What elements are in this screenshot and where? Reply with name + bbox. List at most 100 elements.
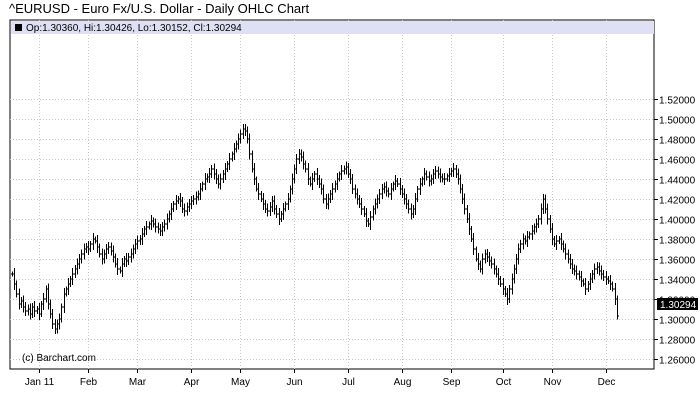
info-bar-text: Op:1.30360, Hi:1.30426, Lo:1.30152, Cl:1… xyxy=(26,23,242,34)
bars-layer xyxy=(11,123,619,335)
info-bar xyxy=(11,21,654,34)
ohlc-bar xyxy=(396,177,399,188)
ohlc-bar xyxy=(555,235,558,250)
ohlc-bar xyxy=(322,184,325,204)
ohlc-bar xyxy=(575,265,578,280)
ohlc-bar xyxy=(127,253,130,265)
x-tick-label: Feb xyxy=(80,377,98,388)
ohlc-bar xyxy=(564,243,567,260)
y-tick-label: 1.46000 xyxy=(659,156,696,167)
ohlc-bar xyxy=(616,295,619,320)
ohlc-bar xyxy=(611,281,614,292)
ohlc-bar xyxy=(98,243,101,258)
ohlc-bar xyxy=(163,219,166,232)
ohlc-bar xyxy=(15,280,18,298)
ohlc-bar xyxy=(257,183,260,200)
ohlc-bar xyxy=(519,239,522,254)
y-tick-label: 1.44000 xyxy=(659,176,696,187)
ohlc-bar xyxy=(107,241,110,255)
ohlc-bar xyxy=(154,218,157,233)
ohlc-bar xyxy=(508,285,511,303)
y-tick-label: 1.40000 xyxy=(659,216,696,227)
ohlc-bar xyxy=(499,276,502,287)
ohlc-bar xyxy=(351,174,354,194)
x-tick-label: Jul xyxy=(342,377,355,388)
ohlc-bar xyxy=(313,171,316,182)
ohlc-bar xyxy=(584,278,587,295)
ohlc-bar xyxy=(369,211,372,230)
ohlc-bar xyxy=(443,173,446,185)
ohlc-bar xyxy=(546,203,549,225)
ohlc-bar xyxy=(60,303,63,323)
ohlc-bar xyxy=(360,198,363,215)
ohlc-bar xyxy=(490,256,493,269)
ohlc-bar xyxy=(425,170,428,181)
y-tick-label: 1.30000 xyxy=(659,316,696,327)
x-tick-label: Apr xyxy=(184,377,200,388)
chart-title: ^EURUSD - Euro Fx/U.S. Dollar - Daily OH… xyxy=(9,1,310,16)
x-axis: Jan 11 Feb Mar Apr May Jun Jul Aug Sep Oct Nov Dec xyxy=(25,369,616,388)
y-tick-label: 1.28000 xyxy=(659,336,696,347)
y-axis: 1.260001.280001.300001.320001.340001.360… xyxy=(654,96,696,367)
ohlc-bar xyxy=(472,233,475,255)
ohlc-bar xyxy=(537,214,540,229)
x-tick-label: Sep xyxy=(443,377,461,388)
ohlc-bar xyxy=(463,193,466,215)
ohlc-bar xyxy=(434,165,437,180)
ohlc-bar xyxy=(340,165,343,180)
ohlc-bar xyxy=(89,240,92,253)
x-tick-label: May xyxy=(231,377,250,388)
ohlc-bar xyxy=(602,270,605,281)
y-tick-label: 1.36000 xyxy=(659,256,696,267)
ohlc-bar xyxy=(275,204,278,219)
y-tick-label: 1.42000 xyxy=(659,196,696,207)
y-tick-label: 1.52000 xyxy=(659,96,696,107)
x-tick-label: Aug xyxy=(394,377,412,388)
y-tick-label: 1.34000 xyxy=(659,276,696,287)
x-tick-label: Oct xyxy=(496,377,512,388)
ohlc-bar xyxy=(239,129,242,144)
grid-layer xyxy=(10,20,654,369)
ohlc-bar xyxy=(266,203,269,217)
watermark: (c) Barchart.com xyxy=(22,353,96,364)
ohlc-bar xyxy=(228,153,231,170)
ohlc-bar xyxy=(71,268,74,285)
ohlc-bar xyxy=(452,163,455,177)
ohlc-bar xyxy=(80,249,83,264)
ohlc-bar xyxy=(192,194,195,206)
ohlc-bar xyxy=(116,258,119,275)
x-tick-label: Mar xyxy=(129,377,147,388)
ohlc-bar xyxy=(295,153,298,175)
ohlc-bar xyxy=(210,164,213,179)
x-tick-label: Dec xyxy=(598,377,616,388)
ohlc-bar xyxy=(304,160,307,173)
ohlc-bar xyxy=(481,253,484,275)
x-tick-label: Jan 11 xyxy=(25,377,55,388)
ohlc-bar xyxy=(387,187,390,198)
x-tick-label: Nov xyxy=(544,377,562,388)
ohlc-bar xyxy=(201,181,204,192)
y-tick-label: 1.26000 xyxy=(659,356,696,367)
ohlc-bar xyxy=(51,308,54,330)
info-bar-marker-icon xyxy=(15,24,22,31)
ohlc-bar xyxy=(183,203,186,217)
ohlc-bar xyxy=(331,183,334,200)
ohlc-bar xyxy=(593,263,596,280)
ohlc-bar xyxy=(284,201,287,212)
ohlc-bar xyxy=(416,185,419,203)
y-tick-label: 1.50000 xyxy=(659,116,696,127)
x-tick-label: Jun xyxy=(286,377,302,388)
ohlc-bar xyxy=(42,293,45,310)
last-price-label: 1.30294 xyxy=(660,300,697,311)
ohlc-bar xyxy=(528,231,531,240)
ohlc-bar xyxy=(219,173,222,190)
ohlc-bar xyxy=(145,221,148,235)
y-tick-label: 1.48000 xyxy=(659,136,696,147)
last-price-badge xyxy=(657,298,698,310)
ohlc-bar xyxy=(407,199,410,214)
y-tick-label: 1.38000 xyxy=(659,236,696,247)
ohlc-bar xyxy=(248,133,251,160)
ohlc-bar xyxy=(172,201,175,212)
ohlc-bar xyxy=(136,235,139,250)
